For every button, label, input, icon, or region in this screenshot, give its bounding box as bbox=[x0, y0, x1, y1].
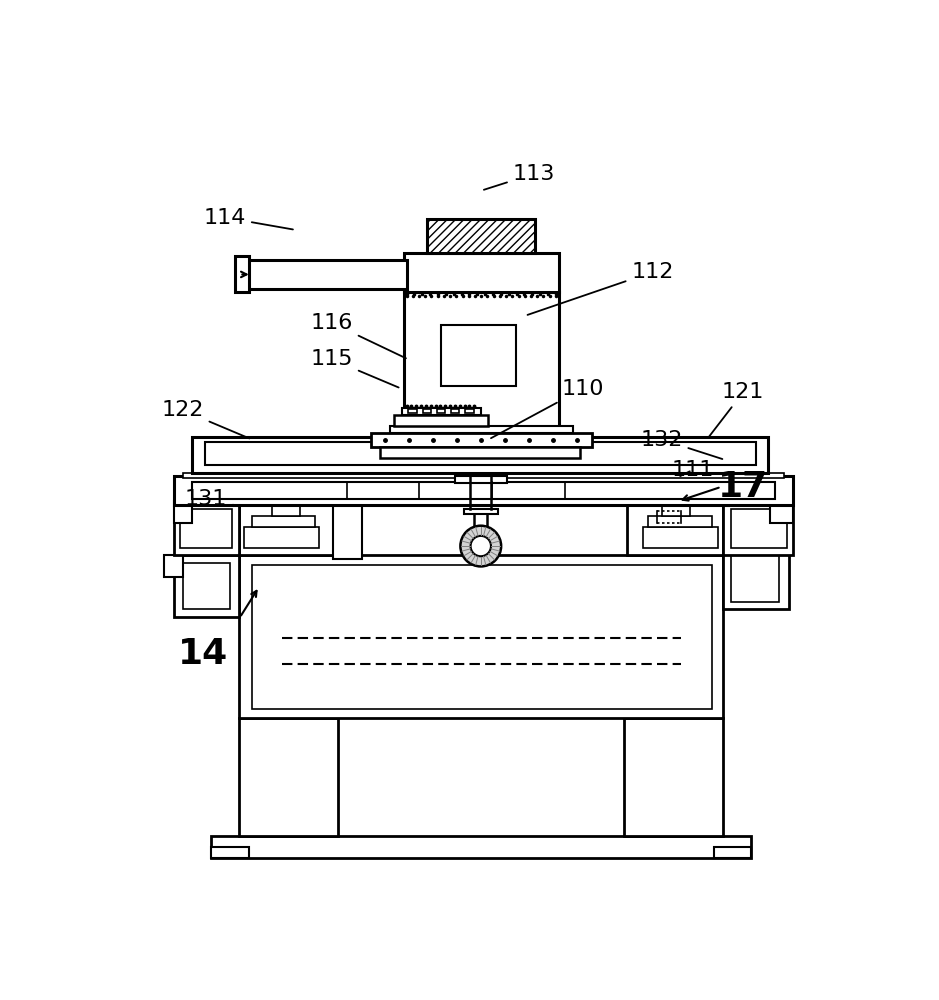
Bar bbox=[427, 219, 535, 253]
Bar bbox=[770, 501, 793, 523]
Bar bbox=[464, 509, 498, 514]
Bar bbox=[235, 256, 249, 292]
Bar bbox=[390, 426, 573, 433]
Bar bbox=[451, 409, 459, 413]
Bar bbox=[205, 442, 756, 465]
Bar bbox=[662, 501, 690, 516]
Text: 121: 121 bbox=[709, 382, 764, 437]
Bar bbox=[211, 847, 249, 858]
Bar bbox=[714, 847, 751, 858]
Bar bbox=[174, 555, 239, 617]
Bar bbox=[723, 537, 789, 609]
Bar bbox=[211, 836, 751, 858]
Bar bbox=[437, 409, 445, 413]
Bar bbox=[723, 501, 793, 555]
Text: 114: 114 bbox=[204, 208, 293, 229]
Bar bbox=[404, 253, 559, 292]
Bar bbox=[731, 545, 779, 602]
Bar bbox=[648, 516, 712, 527]
Text: 110: 110 bbox=[491, 379, 605, 438]
Bar bbox=[643, 527, 718, 548]
Bar bbox=[624, 718, 723, 836]
Bar bbox=[627, 501, 723, 555]
Text: 132: 132 bbox=[640, 430, 722, 459]
Text: 115: 115 bbox=[311, 349, 399, 387]
Text: 131: 131 bbox=[185, 489, 239, 509]
Bar bbox=[402, 408, 481, 415]
Bar bbox=[183, 473, 784, 478]
Bar bbox=[192, 482, 775, 499]
Bar bbox=[441, 325, 516, 386]
Bar bbox=[183, 563, 230, 609]
Bar bbox=[239, 718, 338, 836]
Bar bbox=[239, 555, 723, 718]
Bar bbox=[174, 501, 192, 523]
Circle shape bbox=[470, 536, 491, 556]
Text: 122: 122 bbox=[162, 400, 250, 438]
Text: 17: 17 bbox=[718, 470, 768, 504]
Bar bbox=[244, 527, 319, 548]
Bar bbox=[455, 476, 507, 483]
Bar bbox=[333, 501, 362, 559]
Bar bbox=[252, 516, 315, 527]
Bar bbox=[731, 509, 787, 548]
Bar bbox=[272, 501, 300, 516]
Bar bbox=[371, 433, 592, 447]
Bar bbox=[192, 437, 768, 473]
Bar bbox=[380, 447, 580, 458]
Bar bbox=[408, 409, 417, 413]
Bar bbox=[164, 555, 183, 577]
Bar bbox=[465, 409, 473, 413]
Bar bbox=[239, 501, 333, 555]
Text: 14: 14 bbox=[178, 637, 228, 671]
Text: 112: 112 bbox=[528, 262, 673, 315]
Bar bbox=[394, 451, 565, 458]
Bar bbox=[174, 476, 793, 505]
Bar bbox=[180, 509, 232, 548]
Bar bbox=[423, 409, 431, 413]
Bar bbox=[394, 415, 488, 426]
Text: 116: 116 bbox=[311, 313, 406, 358]
Circle shape bbox=[460, 526, 501, 566]
Text: 113: 113 bbox=[484, 164, 555, 190]
Bar bbox=[252, 565, 712, 709]
Bar bbox=[239, 260, 407, 289]
Bar bbox=[404, 292, 559, 437]
Bar bbox=[174, 501, 239, 555]
Text: 111: 111 bbox=[671, 460, 714, 480]
